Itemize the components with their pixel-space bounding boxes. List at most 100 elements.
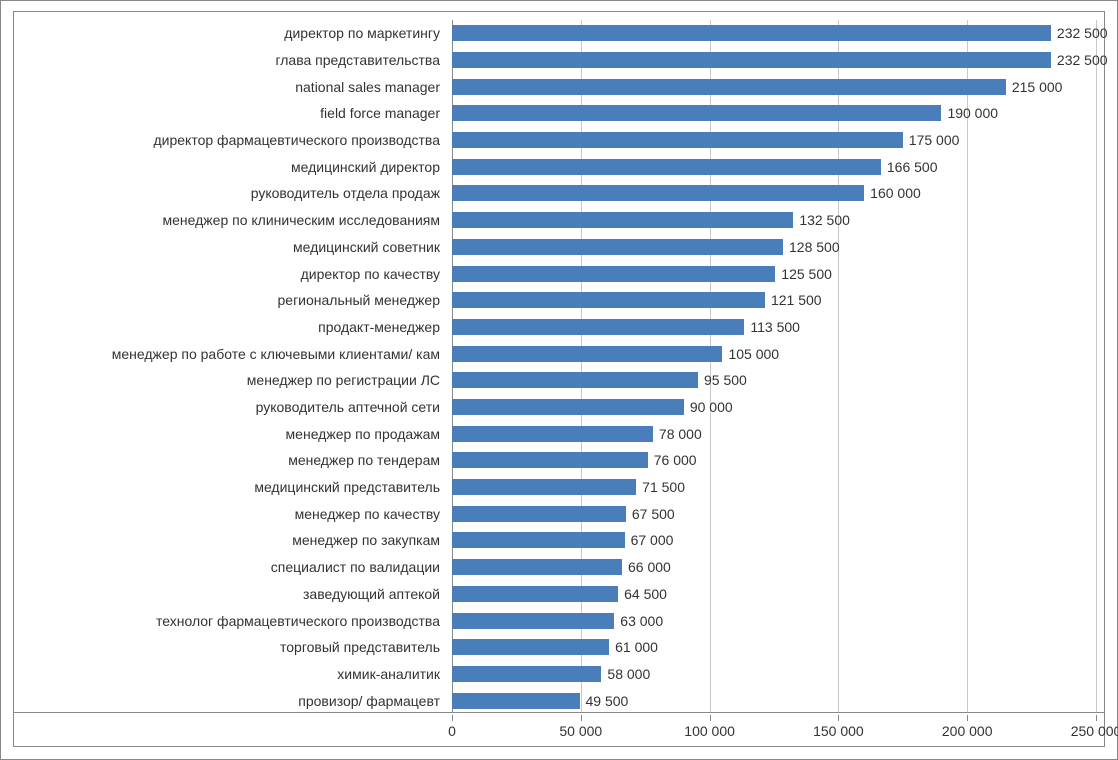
category-label: менеджер по продажам — [14, 426, 446, 442]
category-label: менеджер по работе с ключевыми клиентами… — [14, 346, 446, 362]
value-label: 58 000 — [607, 666, 650, 682]
category-label: менеджер по регистрации ЛС — [14, 372, 446, 388]
x-axis: 050 000100 000150 000200 000250 000 — [14, 712, 1104, 746]
value-label: 175 000 — [909, 132, 960, 148]
value-label: 132 500 — [799, 212, 850, 228]
bar-row: менеджер по закупкам 67 000 — [14, 527, 1104, 554]
bar-row: химик-аналитик 58 000 — [14, 661, 1104, 688]
x-tick-label: 100 000 — [684, 723, 735, 739]
bar — [452, 292, 765, 308]
category-label: медицинский директор — [14, 159, 446, 175]
bar-row: торговый представитель 61 000 — [14, 634, 1104, 661]
category-label: field force manager — [14, 105, 446, 121]
bar — [452, 346, 722, 362]
bar — [452, 506, 626, 522]
x-tick-label: 0 — [448, 723, 456, 739]
category-label: директор по маркетингу — [14, 25, 446, 41]
value-label: 232 500 — [1057, 52, 1108, 68]
bar-row: глава представительства232 500 — [14, 47, 1104, 74]
value-label: 49 500 — [586, 693, 629, 709]
bar — [452, 105, 941, 121]
value-label: 121 500 — [771, 292, 822, 308]
value-label: 67 000 — [631, 532, 674, 548]
bar — [452, 693, 580, 709]
value-label: 64 500 — [624, 586, 667, 602]
bar-row: менеджер по регистрации ЛС 95 500 — [14, 367, 1104, 394]
bar-row: провизор/ фармацевт49 500 — [14, 687, 1104, 714]
bar-row: продакт-менеджер113 500 — [14, 314, 1104, 341]
category-label: менеджер по тендерам — [14, 452, 446, 468]
bar-row: директор по маркетингу232 500 — [14, 20, 1104, 47]
bar-row: менеджер по клиническим исследованиям 132… — [14, 207, 1104, 234]
bar — [452, 239, 783, 255]
category-label: химик-аналитик — [14, 666, 446, 682]
bar — [452, 132, 903, 148]
x-tick — [1096, 715, 1097, 721]
value-label: 90 000 — [690, 399, 733, 415]
bar-row: national sales manager 215 000 — [14, 73, 1104, 100]
value-label: 71 500 — [642, 479, 685, 495]
category-label: торговый представитель — [14, 639, 446, 655]
value-label: 95 500 — [704, 372, 747, 388]
bar — [452, 532, 625, 548]
category-label: медицинский представитель — [14, 479, 446, 495]
bar — [452, 212, 793, 228]
bar — [452, 613, 614, 629]
x-tick — [967, 715, 968, 721]
x-tick — [452, 715, 453, 721]
chart-wrapper: директор по маркетингу232 500глава предс… — [0, 0, 1118, 760]
bar — [452, 52, 1051, 68]
category-label: national sales manager — [14, 79, 446, 95]
x-tick-label: 150 000 — [813, 723, 864, 739]
bar-row: менеджер по тендерам 76 000 — [14, 447, 1104, 474]
value-label: 215 000 — [1012, 79, 1063, 95]
value-label: 166 500 — [887, 159, 938, 175]
bar-row: медицинский представитель 71 500 — [14, 474, 1104, 501]
category-label: технолог фармацевтического производства — [14, 613, 446, 629]
x-tick-label: 250 000 — [1071, 723, 1118, 739]
bar-row: технолог фармацевтического производства 6… — [14, 607, 1104, 634]
category-label: региональный менеджер — [14, 292, 446, 308]
x-tick — [710, 715, 711, 721]
value-label: 61 000 — [615, 639, 658, 655]
bar-row: заведующий аптекой 64 500 — [14, 581, 1104, 608]
bar — [452, 479, 636, 495]
bars-area: директор по маркетингу232 500глава предс… — [14, 20, 1104, 712]
value-label: 76 000 — [654, 452, 697, 468]
category-label: руководитель отдела продаж — [14, 185, 446, 201]
bar-row: директор фармацевтического производства 1… — [14, 127, 1104, 154]
bar-row: руководитель аптечной сети 90 000 — [14, 394, 1104, 421]
value-label: 160 000 — [870, 185, 921, 201]
bar-row: руководитель отдела продаж 160 000 — [14, 180, 1104, 207]
bar — [452, 639, 609, 655]
bar — [452, 586, 618, 602]
value-label: 190 000 — [947, 105, 998, 121]
category-label: продакт-менеджер — [14, 319, 446, 335]
category-label: менеджер по закупкам — [14, 532, 446, 548]
bar-row: менеджер по качеству67 500 — [14, 500, 1104, 527]
x-tick-label: 200 000 — [942, 723, 993, 739]
category-label: директор фармацевтического производства — [14, 132, 446, 148]
bar-row: менеджер по продажам 78 000 — [14, 420, 1104, 447]
bar — [452, 25, 1051, 41]
value-label: 125 500 — [781, 266, 832, 282]
bar-row: директор по качеству 125 500 — [14, 260, 1104, 287]
bar — [452, 666, 601, 682]
plot-area: директор по маркетингу232 500глава предс… — [13, 11, 1105, 747]
bar-row: медицинский советник128 500 — [14, 234, 1104, 261]
bar — [452, 559, 622, 575]
bar — [452, 159, 881, 175]
category-label: менеджер по клиническим исследованиям — [14, 212, 446, 228]
bar-row: field force manager 190 000 — [14, 100, 1104, 127]
value-label: 66 000 — [628, 559, 671, 575]
value-label: 78 000 — [659, 426, 702, 442]
category-label: директор по качеству — [14, 266, 446, 282]
category-label: заведующий аптекой — [14, 586, 446, 602]
bar — [452, 319, 744, 335]
category-label: руководитель аптечной сети — [14, 399, 446, 415]
x-tick — [581, 715, 582, 721]
value-label: 232 500 — [1057, 25, 1108, 41]
bar — [452, 185, 864, 201]
value-label: 67 500 — [632, 506, 675, 522]
value-label: 63 000 — [620, 613, 663, 629]
